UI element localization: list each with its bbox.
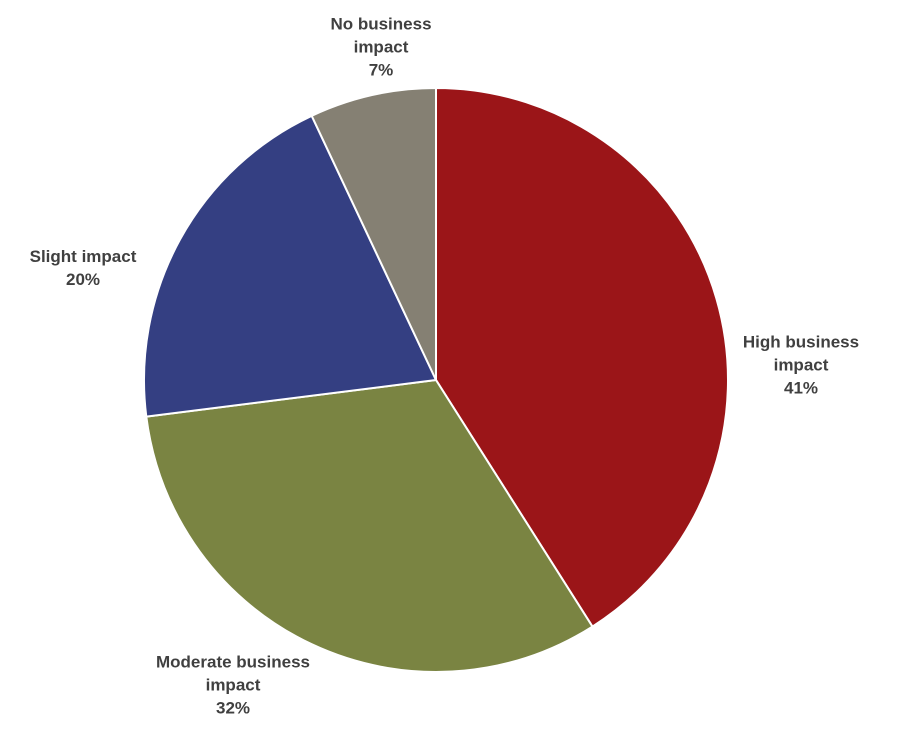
pie-slice — [435, 86, 729, 628]
value-label: 7% — [368, 60, 394, 80]
category-label: Slight impact — [29, 247, 137, 266]
slice-label: No business impact 7% — [316, 13, 446, 82]
category-label: High business impact — [742, 332, 860, 375]
value-label: 41% — [783, 378, 819, 398]
slice-label: Slight impact 20% — [3, 245, 163, 291]
pie-slice — [143, 114, 438, 418]
pie-slice — [145, 378, 594, 673]
value-label: 32% — [215, 698, 251, 718]
category-label: No business impact — [330, 14, 432, 57]
category-label: Moderate business impact — [156, 652, 310, 695]
value-label: 20% — [65, 270, 101, 289]
slice-label: Moderate business impact 32% — [138, 651, 328, 720]
slice-label: High business impact 41% — [731, 331, 871, 400]
pie-slice — [310, 86, 437, 381]
